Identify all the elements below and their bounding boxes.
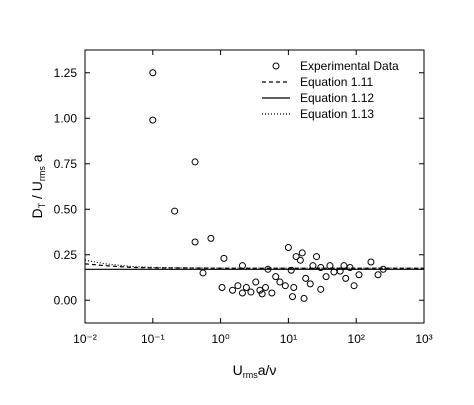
y-axis-label-part: rms: [37, 166, 47, 181]
legend-label: Experimental Data: [300, 59, 399, 73]
y-axis-label: DT / Urms a: [29, 154, 47, 218]
y-tick-label: 1.00: [54, 111, 78, 125]
x-tick-label: 10¹: [280, 332, 297, 346]
legend-marker: [272, 62, 280, 70]
data-point: [309, 262, 317, 270]
data-point: [149, 69, 157, 77]
data-point: [350, 282, 358, 290]
data-point: [284, 243, 292, 251]
data-point: [191, 238, 199, 246]
data-point: [149, 116, 157, 124]
data-point: [367, 258, 375, 266]
data-point: [207, 234, 215, 242]
data-point: [298, 249, 306, 257]
data-point: [171, 207, 179, 215]
data-point: [302, 274, 310, 282]
data-point: [292, 253, 300, 261]
y-axis-label-part: / U: [29, 181, 45, 203]
plot-frame: [84, 49, 425, 324]
data-point: [276, 278, 284, 286]
data-point: [262, 284, 270, 292]
y-tick-label: 1.25: [54, 66, 78, 80]
data-point: [330, 268, 338, 276]
data-point: [199, 269, 207, 277]
data-point: [256, 286, 264, 294]
x-axis-label-part: U: [233, 362, 243, 378]
data-point: [242, 284, 250, 292]
data-point: [300, 294, 308, 302]
data-point: [296, 256, 304, 264]
x-axis-label: Urmsa/ν: [233, 362, 277, 380]
x-axis-label-part: a/ν: [258, 362, 277, 378]
data-point: [252, 278, 260, 286]
data-point: [313, 253, 321, 261]
y-tick-label: 0.75: [54, 157, 78, 171]
y-tick-label: 0.25: [54, 248, 78, 262]
data-point: [238, 289, 246, 297]
data-point: [306, 280, 314, 288]
data-point: [218, 284, 226, 292]
data-point: [317, 263, 325, 271]
data-point: [191, 158, 199, 166]
data-point: [355, 271, 363, 279]
data-point: [247, 288, 255, 296]
data-point: [374, 271, 382, 279]
y-axis-label-part: D: [29, 208, 45, 218]
y-tick-label: 0.00: [54, 293, 78, 307]
data-point: [281, 282, 289, 290]
series-line: [84, 259, 424, 269]
data-point: [342, 274, 350, 282]
data-point: [220, 254, 228, 262]
data-point: [290, 284, 298, 292]
x-tick-label: 10⁻²: [73, 332, 97, 346]
data-point: [272, 273, 280, 281]
x-axis-label-part: rms: [243, 370, 258, 380]
x-tick-label: 10³: [415, 332, 432, 346]
x-tick-label: 10²: [348, 332, 365, 346]
y-axis-label-part: a: [29, 154, 45, 166]
data-point: [234, 282, 242, 290]
x-tick-label: 10⁰: [212, 332, 230, 346]
data-point: [229, 286, 237, 294]
data-point: [317, 285, 325, 293]
data-point: [287, 266, 295, 274]
data-point: [346, 263, 354, 271]
x-tick-label: 10⁻¹: [141, 332, 165, 346]
data-point: [268, 289, 276, 297]
legend-label: Equation 1.11: [300, 75, 373, 89]
data-point: [258, 290, 266, 298]
legend-label: Equation 1.12: [300, 91, 374, 105]
legend-label: Equation 1.13: [300, 107, 374, 121]
data-point: [322, 273, 330, 281]
data-point: [289, 293, 297, 301]
y-tick-label: 0.50: [54, 202, 78, 216]
y-axis-label-part: T: [37, 202, 47, 208]
